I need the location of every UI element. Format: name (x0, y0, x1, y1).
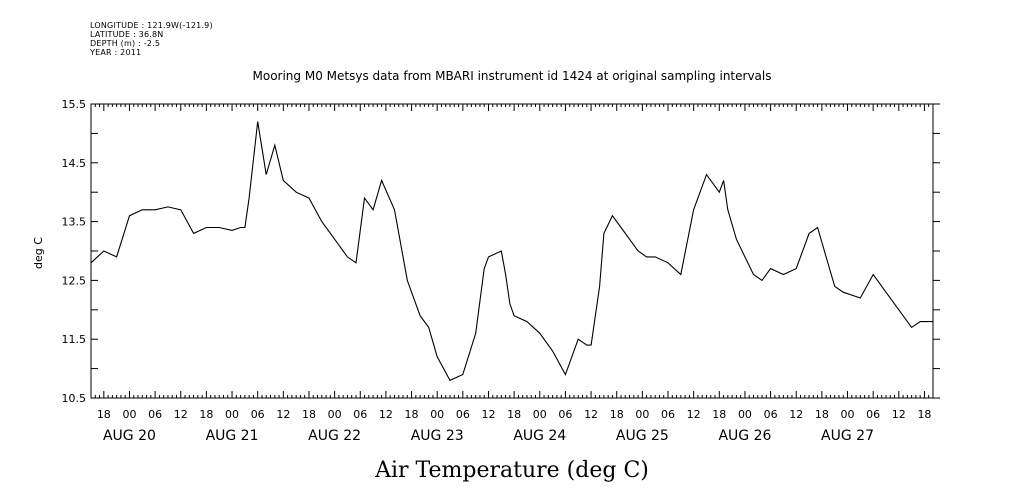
y-tick-label: 13.5 (62, 216, 87, 229)
hour-tick-label: 06 (148, 408, 162, 421)
hour-tick-label: 12 (789, 408, 803, 421)
hour-tick-label: 12 (584, 408, 598, 421)
y-tick-label: 11.5 (62, 333, 87, 346)
hour-tick-label: 12 (892, 408, 906, 421)
metadata-block: LONGITUDE : 121.9W(-121.9) LATITUDE : 36… (90, 21, 213, 57)
date-label: AUG 22 (308, 428, 361, 444)
hour-tick-label: 18 (507, 408, 521, 421)
plot-frame (90, 103, 934, 399)
hour-tick-label: 00 (533, 408, 547, 421)
date-label: AUG 25 (616, 428, 669, 444)
date-label: AUG 23 (411, 428, 464, 444)
hour-tick-label: 06 (353, 408, 367, 421)
hour-tick-label: 12 (379, 408, 393, 421)
hour-tick-label: 06 (456, 408, 470, 421)
hour-tick-label: 00 (738, 408, 752, 421)
series-line-air-temperature (90, 121, 933, 382)
hour-tick-label: 18 (97, 408, 111, 421)
y-axis-label: deg C (32, 237, 45, 269)
hour-tick-label: 00 (328, 408, 342, 421)
date-label: AUG 27 (821, 428, 874, 444)
x-axis-title: Air Temperature (deg C) (374, 458, 649, 483)
hour-tick-label: 00 (122, 408, 136, 421)
chart-axes (90, 103, 940, 399)
series-group (90, 121, 933, 382)
x-tick-labels: 18 00 06 12 18 00 06 12 18 00 06 12 18 00 06 12 18 00 06 12… (97, 408, 932, 444)
hour-tick-label: 18 (302, 408, 316, 421)
chart-title: Mooring M0 Metsys data from MBARI instru… (253, 69, 772, 83)
hour-tick-label: 00 (225, 408, 239, 421)
hour-tick-label: 06 (764, 408, 778, 421)
latitude-label: LATITUDE : 36.8N (90, 30, 164, 39)
date-label: AUG 20 (103, 428, 156, 444)
hour-tick-label: 18 (917, 408, 931, 421)
hour-tick-label: 06 (866, 408, 880, 421)
hour-tick-label: 12 (687, 408, 701, 421)
hour-tick-label: 06 (558, 408, 572, 421)
date-label: AUG 24 (513, 428, 566, 444)
depth-label: DEPTH (m) : -2.5 (90, 39, 161, 48)
hour-tick-label: 18 (199, 408, 213, 421)
longitude-label: LONGITUDE : 121.9W(-121.9) (90, 21, 213, 30)
hour-tick-label: 18 (405, 408, 419, 421)
y-tick-labels: 10.5 11.5 12.5 13.5 14.5 15.5 (62, 98, 87, 405)
hour-tick-label: 18 (610, 408, 624, 421)
hour-tick-label: 00 (430, 408, 444, 421)
hour-tick-label: 00 (635, 408, 649, 421)
y-tick-label: 10.5 (62, 392, 87, 405)
hour-tick-label: 12 (481, 408, 495, 421)
y-tick-label: 14.5 (62, 157, 87, 170)
hour-tick-label: 18 (815, 408, 829, 421)
y-tick-label: 12.5 (62, 274, 87, 287)
date-label: AUG 26 (718, 428, 771, 444)
hour-tick-label: 06 (661, 408, 675, 421)
date-label: AUG 21 (206, 428, 259, 444)
hour-tick-label: 18 (712, 408, 726, 421)
y-tick-label: 15.5 (62, 98, 87, 111)
year-label: YEAR : 2011 (90, 48, 142, 57)
hour-tick-label: 12 (276, 408, 290, 421)
hour-tick-label: 00 (841, 408, 855, 421)
hour-tick-label: 12 (174, 408, 188, 421)
hour-tick-label: 06 (251, 408, 265, 421)
